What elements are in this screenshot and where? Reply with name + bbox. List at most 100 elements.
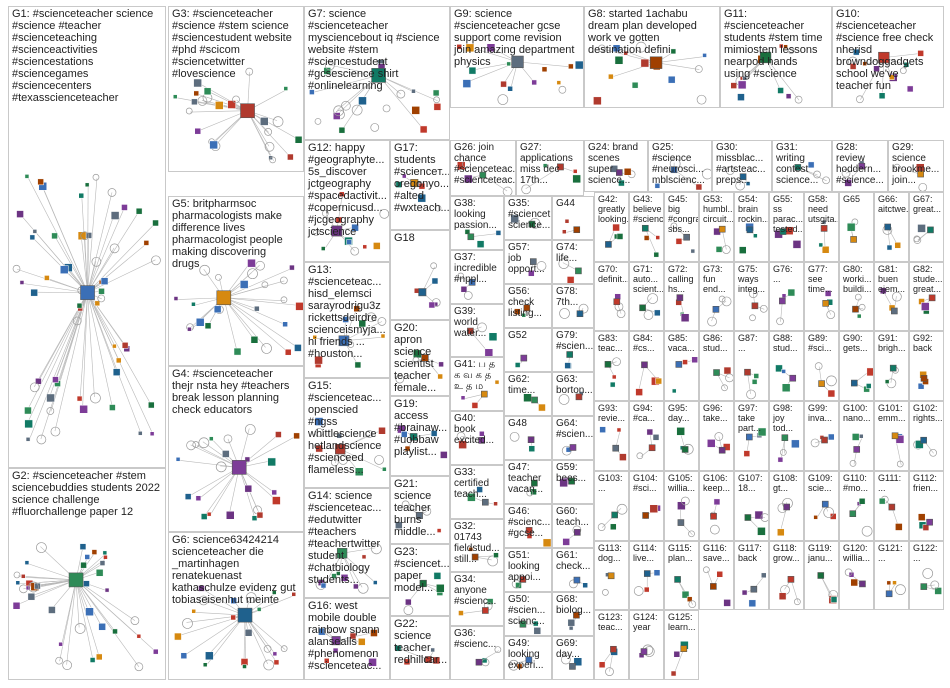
group-g55[interactable]: G55: ss parac... tested... — [769, 192, 804, 262]
group-g3[interactable]: G3: #scienceteacher #science #stem scien… — [168, 6, 304, 172]
group-g125[interactable]: G125: learn... — [664, 610, 699, 680]
group-g80[interactable]: G80: worki... buildi... — [839, 261, 874, 332]
group-g33[interactable]: G33: certified teach... — [450, 464, 504, 519]
group-g10[interactable]: G10: #scienceteacher #science free check… — [832, 6, 944, 108]
group-g72[interactable]: G72: calling hs... — [664, 261, 699, 332]
group-g116[interactable]: G116: save... — [699, 540, 734, 611]
group-g82[interactable]: G82: stude... great... — [909, 261, 944, 332]
group-g44[interactable]: G44 — [552, 196, 594, 240]
group-g65[interactable]: G65 — [839, 192, 874, 262]
group-g13[interactable]: G13: #scienceteac... hisd_elemsci sarayr… — [304, 262, 390, 378]
group-g14[interactable]: G14: science #scienceteac... #edutwitter… — [304, 488, 390, 598]
group-g49[interactable]: G49: looking experi... — [504, 636, 552, 680]
group-g66[interactable]: G66: aitctwe... — [874, 192, 909, 262]
group-g38[interactable]: G38: looking passion... — [450, 196, 504, 250]
group-g11[interactable]: G11: #scienceteacher students #stem time… — [720, 6, 832, 108]
group-g83[interactable]: G83: teac... — [594, 331, 629, 402]
group-g113[interactable]: G113: dog... — [594, 540, 629, 611]
group-g68[interactable]: G68: biolog... — [552, 592, 594, 636]
group-g42[interactable]: G42: greatly looking... — [594, 192, 629, 262]
group-g123[interactable]: G123: teac... — [594, 610, 629, 680]
group-g78[interactable]: G78: 7th... — [552, 284, 594, 328]
group-g53[interactable]: G53: humbl... circuit... — [699, 192, 734, 262]
group-g92[interactable]: G92: back — [909, 331, 944, 402]
group-g54[interactable]: G54: brain rockin... — [734, 192, 769, 262]
group-g20[interactable]: G20: apron science scientist teacher fem… — [390, 320, 450, 396]
group-g17[interactable]: G17: students #scienceт... oregonyo... #… — [390, 140, 450, 230]
group-g36[interactable]: G36: #scienc... — [450, 626, 504, 680]
group-g5[interactable]: G5: britpharmsoc pharmacologists make di… — [168, 196, 304, 366]
group-g74[interactable]: G74: life... — [552, 240, 594, 284]
group-g22[interactable]: G22: science teacher redhillcar... — [390, 616, 450, 680]
group-g94[interactable]: G94: #ca... — [629, 401, 664, 471]
group-g104[interactable]: G104: #sci... — [629, 470, 664, 541]
group-g124[interactable]: G124: year — [629, 610, 664, 680]
group-g35[interactable]: G35: #sciencet... science... — [504, 196, 552, 240]
group-g8[interactable]: G8: started 1achabu dream plan developed… — [584, 6, 720, 108]
group-g85[interactable]: G85: vaca... — [664, 331, 699, 402]
group-g71[interactable]: G71: auto... scient... — [629, 261, 664, 332]
group-g25[interactable]: G25: #science #neurosci... mblscienc... — [648, 140, 712, 192]
group-g56[interactable]: G56: check listing... — [504, 284, 552, 328]
group-g59[interactable]: G59: bees... — [552, 460, 594, 504]
group-g114[interactable]: G114: live... — [629, 540, 664, 611]
group-g112[interactable]: G112: frien... — [909, 470, 944, 541]
group-g73[interactable]: G73: fun end... — [699, 261, 734, 332]
group-g119[interactable]: G119: janu... — [804, 540, 839, 611]
group-g64[interactable]: G64: #scien... — [552, 416, 594, 460]
group-g57[interactable]: G57: job opport... — [504, 240, 552, 284]
group-g117[interactable]: G117: back — [734, 540, 769, 611]
group-g6[interactable]: G6: science63424214 scienceteacher die _… — [168, 532, 304, 680]
group-g40[interactable]: G40: book excited... — [450, 411, 504, 465]
group-g100[interactable]: G100: nano... — [839, 401, 874, 471]
group-g2[interactable]: G2: #scienceteacher #stem sciencebuddies… — [8, 468, 166, 680]
group-g50[interactable]: G50: #scien... scienc... — [504, 592, 552, 636]
group-g111[interactable]: G111: ... — [874, 470, 909, 541]
group-g120[interactable]: G120: willia... — [839, 540, 874, 611]
group-g48[interactable]: G48 — [504, 416, 552, 460]
group-g51[interactable]: G51: looking appoi... — [504, 548, 552, 592]
group-g7[interactable]: G7: science #scienceteacher mysciencebou… — [304, 6, 450, 140]
group-g91[interactable]: G91: brigh... — [874, 331, 909, 402]
group-g27[interactable]: G27: applications miss dec 17th... — [516, 140, 584, 196]
group-g87[interactable]: G87: ... — [734, 331, 769, 402]
group-g109[interactable]: G109: scie... — [804, 470, 839, 541]
group-g79[interactable]: G79: #scien... — [552, 328, 594, 372]
group-g52[interactable]: G52 — [504, 328, 552, 372]
group-g29[interactable]: G29: science brookme... join... — [888, 140, 944, 192]
group-g98[interactable]: G98: joy tod... — [769, 401, 804, 471]
group-g37[interactable]: G37: incredible #nppl... — [450, 249, 504, 304]
group-g88[interactable]: G88: stud... — [769, 331, 804, 402]
group-g61[interactable]: G61: check... — [552, 548, 594, 592]
group-g39[interactable]: G39: world water... — [450, 303, 504, 358]
group-g93[interactable]: G93: revie... — [594, 401, 629, 471]
group-g43[interactable]: G43: believe #scienc... — [629, 192, 664, 262]
group-g67[interactable]: G67: great... — [909, 192, 944, 262]
group-g21[interactable]: G21: science teacher burns middle... — [390, 476, 450, 544]
group-g84[interactable]: G84: #cs... — [629, 331, 664, 402]
group-g103[interactable]: G103: ... — [594, 470, 629, 541]
group-g45[interactable]: G45: big #congra... sbs... — [664, 192, 699, 262]
group-g102[interactable]: G102: rights... — [909, 401, 944, 471]
group-g30[interactable]: G30: missblac... #artsteac... preps... — [712, 140, 772, 192]
group-g34[interactable]: G34: anyone #scienc... — [450, 572, 504, 627]
group-g31[interactable]: G31: writing contest science... — [772, 140, 832, 192]
group-g32[interactable]: G32: 01743 fieldstud... still... — [450, 518, 504, 573]
group-g26[interactable]: G26: join chance #scienceteac... #scienc… — [450, 140, 516, 196]
group-g46[interactable]: G46: #scienc... #gcse... — [504, 504, 552, 548]
group-g90[interactable]: G90: gets... — [839, 331, 874, 402]
group-g24[interactable]: G24: brand scenes super science... — [584, 140, 648, 192]
group-g4[interactable]: G4: #scienceteacher thejr nsta hey #teac… — [168, 366, 304, 532]
group-g81[interactable]: G81: buen ejem... — [874, 261, 909, 332]
group-g121[interactable]: G121: ... — [874, 540, 909, 611]
group-g75[interactable]: G75: ways integ... — [734, 261, 769, 332]
group-g1[interactable]: G1: #scienceteacher science #science #te… — [8, 6, 166, 468]
group-g63[interactable]: G63: borton... — [552, 372, 594, 416]
group-g70[interactable]: G70: definit... — [594, 261, 629, 332]
group-g86[interactable]: G86: stud... — [699, 331, 734, 402]
group-g16[interactable]: G16: west mobile double rainbow spann al… — [304, 598, 390, 680]
group-g97[interactable]: G97: take part... — [734, 401, 769, 471]
group-g41[interactable]: G41: ப த க வ க த உ த ம — [450, 357, 504, 412]
group-g105[interactable]: G105: willia... — [664, 470, 699, 541]
group-g77[interactable]: G77: see time... — [804, 261, 839, 332]
